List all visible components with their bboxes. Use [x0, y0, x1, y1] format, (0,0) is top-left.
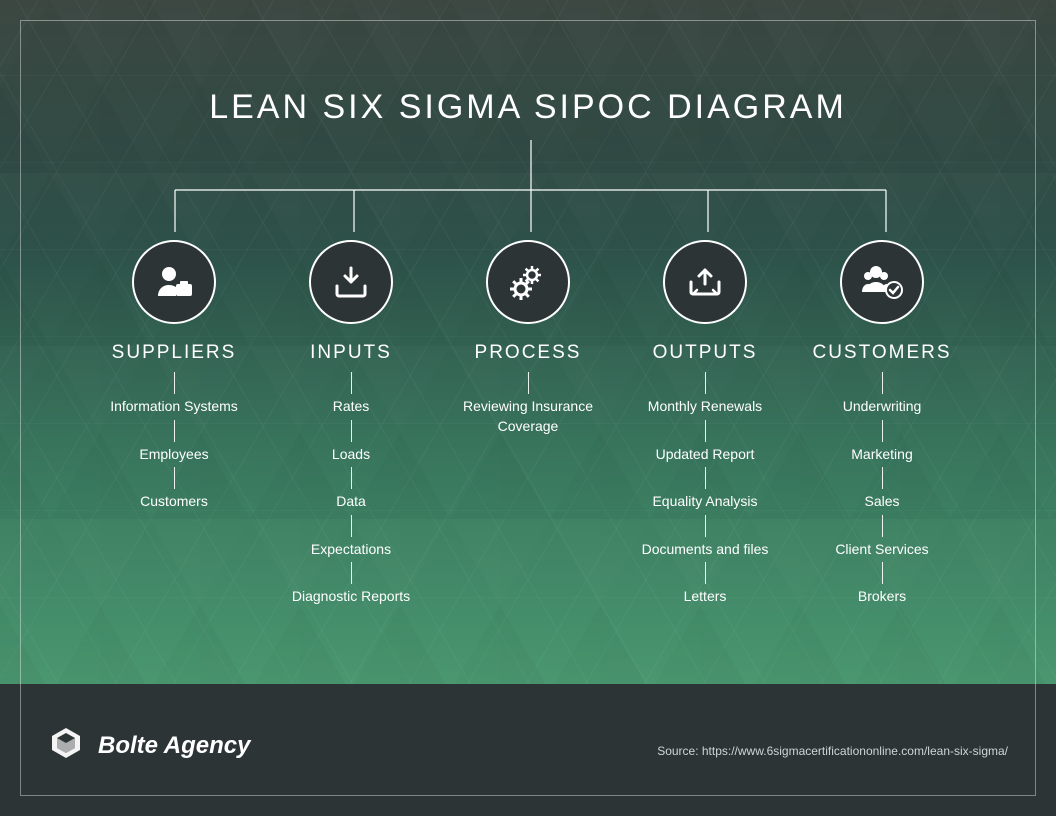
column-title-outputs: OUTPUTS [653, 342, 758, 364]
connector-vline [351, 467, 352, 489]
list-item: Client Services [831, 537, 932, 563]
agency-logo: Bolte Agency [48, 725, 250, 766]
column-inputs: INPUTS Rates Loads Data Expectations Diagnost… [263, 240, 440, 610]
list-item: Updated Report [652, 442, 759, 468]
list-item: Rates [329, 394, 374, 420]
connector-vline [705, 515, 706, 537]
list-item: Loads [328, 442, 374, 468]
column-customers: CUSTOMERS Underwriting Marketing Sales Clien… [794, 240, 971, 610]
list-item: Information Systems [106, 394, 242, 420]
upload-split-icon [663, 240, 747, 324]
connector-vline [705, 372, 706, 394]
connector-vline [882, 467, 883, 489]
gears-icon [486, 240, 570, 324]
source-text: Source: https://www.6sigmacertificationo… [657, 744, 1008, 758]
column-title-process: PROCESS [475, 342, 582, 364]
list-item: Letters [680, 584, 731, 610]
items-suppliers: Information Systems Employees Customers [86, 372, 263, 515]
connector-vline [351, 515, 352, 537]
connector-vline [174, 420, 175, 442]
connector-vline [882, 420, 883, 442]
people-check-icon [840, 240, 924, 324]
diagram-title: LEAN SIX SIGMA SIPOC DIAGRAM [0, 88, 1056, 127]
connector-vline [351, 372, 352, 394]
items-process: Reviewing Insurance Coverage [440, 372, 617, 439]
column-outputs: OUTPUTS Monthly Renewals Updated Report Equ… [617, 240, 794, 610]
connector-vline [174, 467, 175, 489]
agency-name: Bolte Agency [98, 732, 250, 760]
items-customers: Underwriting Marketing Sales Client Service… [794, 372, 971, 610]
list-item: Expectations [307, 537, 395, 563]
connector-vline [174, 372, 175, 394]
list-item: Monthly Renewals [644, 394, 766, 420]
connector-vline [351, 420, 352, 442]
list-item: Equality Analysis [648, 489, 761, 515]
column-title-inputs: INPUTS [310, 342, 392, 364]
connector-vline [528, 372, 529, 394]
download-tray-icon [309, 240, 393, 324]
list-item: Underwriting [839, 394, 926, 420]
column-title-suppliers: SUPPLIERS [112, 342, 237, 364]
list-item: Data [332, 489, 370, 515]
connector-vline [705, 562, 706, 584]
list-item: Documents and files [638, 537, 773, 563]
items-outputs: Monthly Renewals Updated Report Equality A… [617, 372, 794, 610]
connector-vline [705, 420, 706, 442]
list-item: Customers [136, 489, 212, 515]
items-inputs: Rates Loads Data Expectations Diagnostic Rep… [263, 372, 440, 610]
list-item: Brokers [854, 584, 910, 610]
connector-vline [705, 467, 706, 489]
list-item: Diagnostic Reports [288, 584, 414, 610]
list-item: Sales [860, 489, 903, 515]
connector-vline [882, 515, 883, 537]
list-item: Marketing [847, 442, 916, 468]
connector-vline [351, 562, 352, 584]
list-item: Reviewing Insurance Coverage [440, 394, 617, 439]
hexagon-box-icon [48, 725, 84, 766]
column-suppliers: SUPPLIERS Information Systems Employees Cus… [86, 240, 263, 610]
column-title-customers: CUSTOMERS [812, 342, 951, 364]
column-process: PROCESS Reviewing Insurance Coverage [440, 240, 617, 610]
connector-vline [882, 562, 883, 584]
user-briefcase-icon [132, 240, 216, 324]
columns-container: SUPPLIERS Information Systems Employees Cus… [0, 240, 1056, 610]
list-item: Employees [135, 442, 212, 468]
connector-vline [882, 372, 883, 394]
